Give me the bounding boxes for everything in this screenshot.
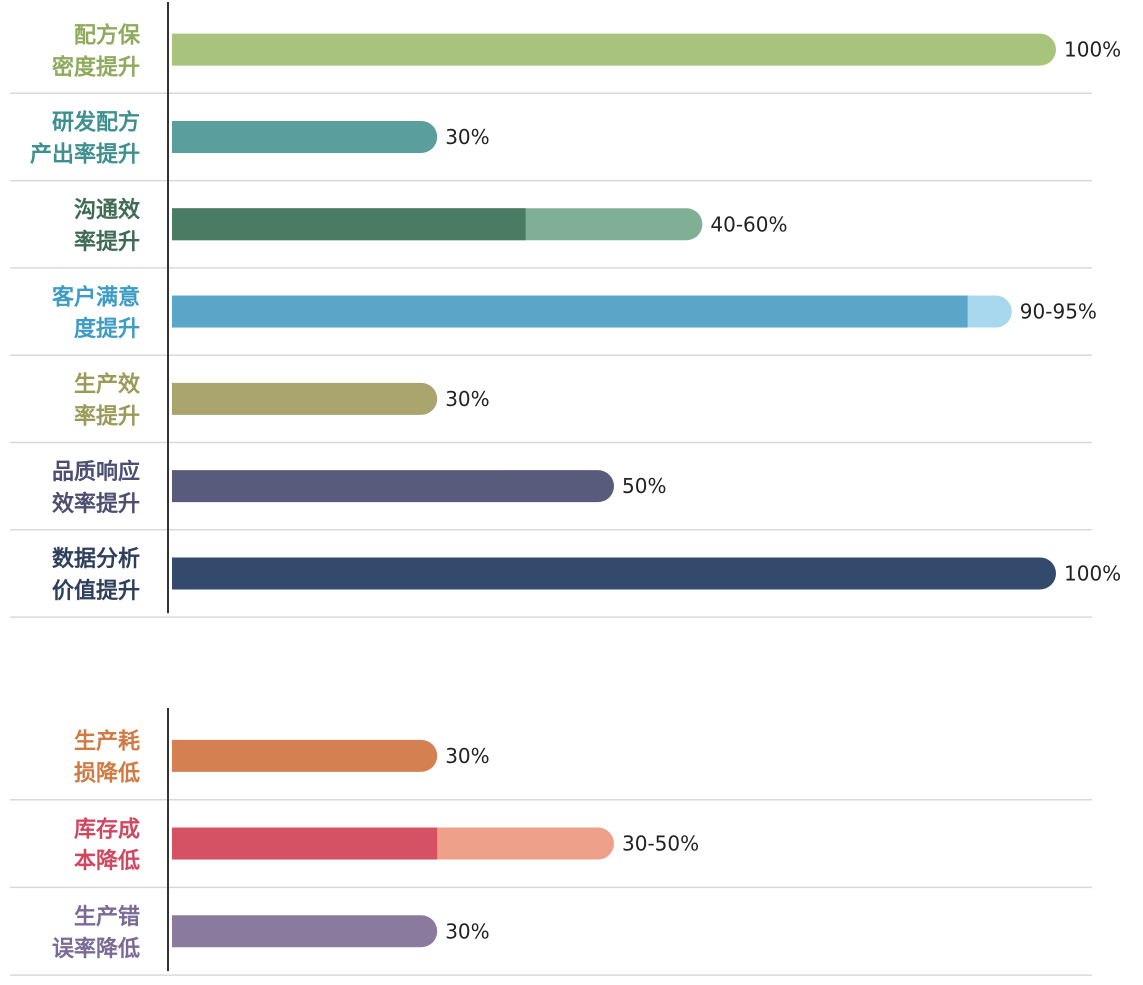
category-label-line: 密度提升 — [52, 54, 140, 80]
value-label: 100% — [1064, 38, 1121, 62]
bar-range — [172, 33, 1056, 66]
category-label: 数据分析价值提升 — [52, 546, 140, 604]
bar-range — [172, 739, 438, 772]
category-label-line: 本降低 — [74, 849, 140, 874]
category-label-line: 价值提升 — [52, 578, 140, 604]
category-label: 生产耗损降低 — [74, 729, 140, 787]
category-label-line: 误率降低 — [52, 936, 140, 962]
value-label: 30% — [445, 744, 489, 768]
category-label-line: 数据分析 — [52, 546, 140, 572]
category-label: 库存成本降低 — [74, 816, 140, 874]
improvement-chart: 配方保密度提升 100% 研发配方产出率提升 30% 沟通效率提升 40-60% 客户满意度… — [10, 2, 1121, 618]
category-label-line: 生产效 — [74, 372, 140, 398]
category-label: 生产效率提升 — [74, 372, 140, 430]
bar-range — [172, 557, 1056, 590]
bar — [172, 208, 526, 241]
value-label: 40-60% — [710, 212, 787, 236]
value-label: 30% — [445, 919, 489, 943]
bar — [172, 295, 968, 328]
category-label-line: 生产耗 — [74, 729, 140, 755]
category-label-line: 度提升 — [74, 316, 140, 342]
category-label-line: 损降低 — [74, 761, 140, 786]
bar — [172, 827, 438, 860]
category-label: 品质响应效率提升 — [52, 459, 140, 517]
value-label: 30% — [445, 387, 489, 411]
category-label: 沟通效率提升 — [74, 197, 140, 255]
category-label: 生产错误率降低 — [52, 904, 140, 962]
bar-range — [172, 120, 438, 153]
category-label-line: 效率提升 — [52, 491, 140, 517]
value-label: 90-95% — [1020, 300, 1097, 324]
category-label-line: 客户满意 — [52, 284, 140, 310]
category-label-line: 沟通效 — [74, 197, 140, 223]
bar-range — [172, 382, 438, 415]
category-label-line: 生产错 — [74, 904, 140, 930]
category-label-line: 研发配方 — [52, 110, 140, 136]
value-label: 100% — [1064, 561, 1121, 585]
value-label: 30-50% — [622, 832, 699, 856]
bar-range — [172, 915, 438, 948]
value-label: 50% — [622, 474, 666, 498]
category-label-line: 产出率提升 — [30, 142, 140, 168]
reduction-chart: 生产耗损降低 30% 库存成本降低 30-50% 生产错误率降低 30% — [10, 708, 1092, 976]
category-label-line: 配方保 — [74, 22, 141, 48]
category-label-line: 库存成 — [74, 816, 140, 842]
category-label: 研发配方产出率提升 — [30, 110, 140, 168]
category-label-line: 率提升 — [74, 229, 140, 255]
bar-range — [172, 470, 614, 503]
category-label: 配方保密度提升 — [52, 22, 141, 80]
category-label: 客户满意度提升 — [52, 284, 140, 342]
category-label-line: 率提升 — [74, 403, 140, 429]
category-label-line: 品质响应 — [52, 459, 140, 485]
value-label: 30% — [445, 125, 489, 149]
